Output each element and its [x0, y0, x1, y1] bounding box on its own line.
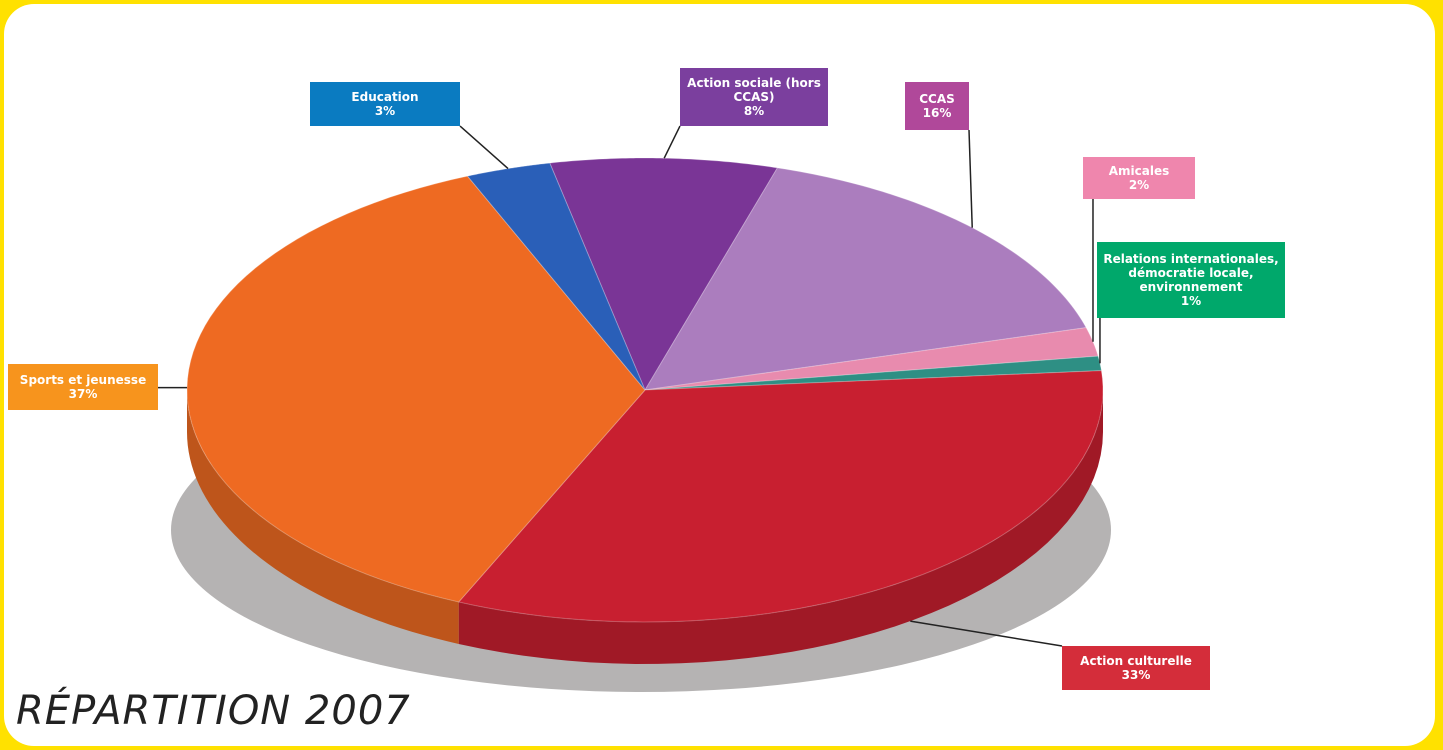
leader-line [459, 125, 509, 170]
chart-title: RÉPARTITION 2007 [16, 688, 411, 734]
data-label: Sports et jeunesse 37% [8, 364, 158, 410]
slice [644, 355, 1102, 391]
label-value: 33% [1121, 668, 1151, 682]
data-label: Relations internationales, démocratie lo… [1097, 242, 1285, 318]
chart [158, 125, 1111, 692]
label-value: 2% [1128, 178, 1150, 192]
label-name: Education [351, 90, 419, 104]
data-label: Action culturelle 33% [1062, 646, 1210, 690]
label-value: 37% [68, 387, 98, 401]
label-name: Relations internationales, démocratie lo… [1103, 252, 1279, 294]
label-name: CCAS [919, 92, 955, 106]
slice [457, 370, 1104, 623]
label-name: Action sociale (hors CCAS) [687, 76, 821, 104]
slice [549, 157, 779, 392]
label-name: Amicales [1108, 164, 1170, 178]
chart-frame: RÉPARTITION 2007 Action sociale (hors CC… [4, 4, 1435, 746]
label-value: 3% [374, 104, 396, 118]
slice-side [458, 390, 1104, 664]
data-label: Education 3% [310, 82, 460, 126]
label-name: Action culturelle [1080, 654, 1192, 668]
label-value: 1% [1180, 294, 1202, 308]
slice-side [187, 390, 459, 644]
leader-line [663, 125, 681, 159]
data-label: CCAS 16% [905, 82, 969, 130]
leader-line [968, 129, 973, 228]
label-name: Sports et jeunesse [19, 373, 147, 387]
label-value: 8% [743, 104, 765, 118]
data-label: Amicales 2% [1083, 157, 1195, 199]
data-label: Action sociale (hors CCAS) 8% [680, 68, 828, 126]
leader-line [910, 620, 1063, 647]
label-value: 16% [922, 106, 952, 120]
